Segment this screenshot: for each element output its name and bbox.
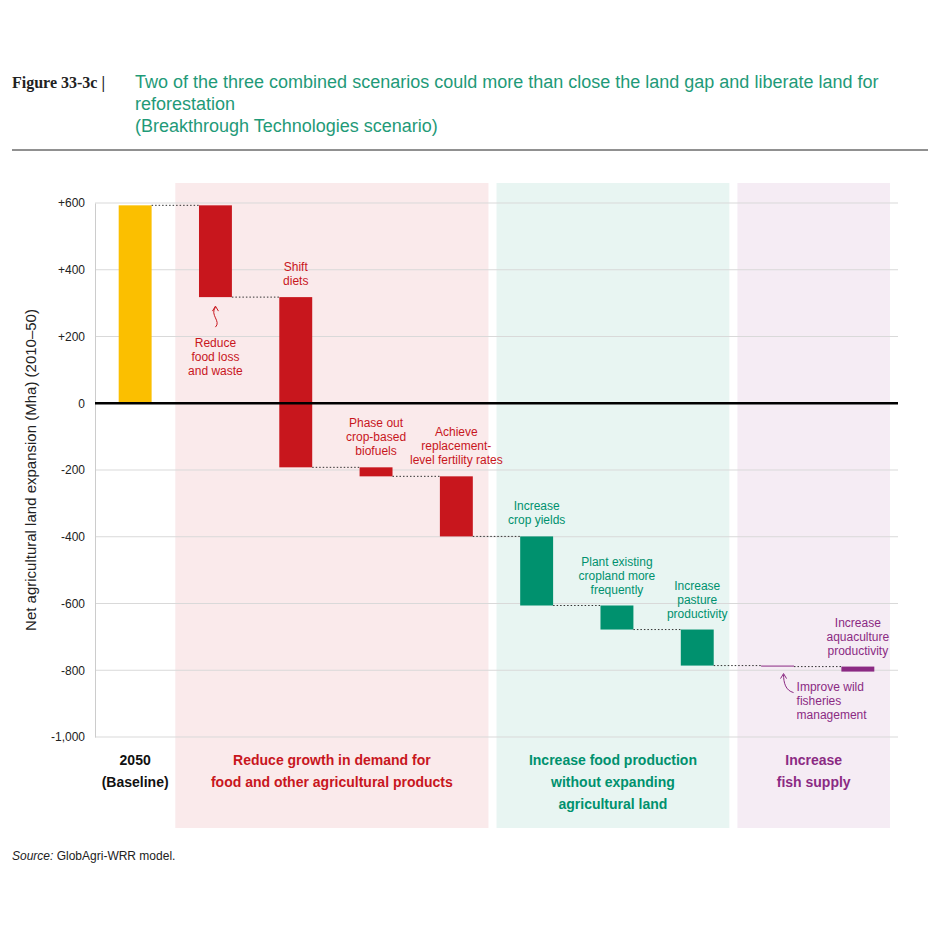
grid	[95, 203, 898, 737]
y-tick-label: -600	[61, 597, 85, 611]
bar	[279, 297, 312, 467]
grid-line	[95, 470, 898, 471]
y-tick: -600	[61, 597, 95, 611]
connector	[633, 629, 680, 630]
y-tick: +400	[58, 263, 95, 277]
bar	[600, 606, 633, 630]
chart: Figure 33-3c | Two of the three combined …	[0, 0, 928, 928]
y-tick-label: -200	[61, 463, 85, 477]
y-tick: -400	[61, 530, 95, 544]
grid-line	[95, 536, 898, 537]
bar	[440, 476, 473, 536]
grid-line	[95, 403, 898, 404]
connector	[232, 297, 279, 298]
grid-line	[95, 603, 898, 604]
y-tick: -800	[61, 664, 95, 678]
y-axis-line	[95, 204, 96, 738]
grid-line	[95, 670, 898, 671]
connector	[152, 205, 199, 206]
y-tick-label: +600	[58, 196, 85, 210]
grid-line	[95, 203, 898, 204]
connector	[312, 467, 359, 468]
annotation-arrow	[214, 307, 217, 327]
connector	[794, 666, 841, 667]
source: Source: GlobAgri-WRR model.	[12, 849, 175, 863]
category-labels: 2050(Baseline) Reducefood lossand waste Sh…	[102, 260, 890, 790]
connector	[553, 605, 600, 606]
step-label: Achievereplacement-level fertility rates	[410, 425, 503, 467]
y-tick: -200	[61, 463, 95, 477]
figure-label: Figure 33-3c |	[12, 74, 105, 92]
y-tick-label: -800	[61, 664, 85, 678]
step-label: Increaseaquacultureproductivity	[826, 616, 889, 658]
title: Two of the three combined scenarios coul…	[135, 72, 878, 114]
y-tick: 0	[78, 397, 95, 411]
annotation-arrowhead	[781, 674, 787, 679]
group-panel	[737, 183, 890, 828]
bars	[119, 205, 875, 671]
group-panel	[497, 183, 730, 828]
step-label: Phase outcrop-basedbiofuels	[346, 416, 406, 458]
y-axis: +600 +400 +200 0 -200 -400 -600 -800 -1,000	[51, 196, 96, 744]
y-tick-label: -1,000	[51, 730, 85, 744]
step-label: Reducefood lossand waste	[188, 336, 243, 378]
step-label: Plant existingcropland morefrequently	[579, 555, 656, 597]
x-category-label: 2050(Baseline)	[102, 752, 169, 790]
annotation-arrow	[784, 675, 794, 693]
bar	[119, 205, 152, 403]
annotation-arrowhead	[212, 306, 218, 311]
y-tick-label: +400	[58, 263, 85, 277]
step-label: Increasecrop yields	[508, 499, 565, 527]
y-tick-label: +200	[58, 330, 85, 344]
group-label: Reduce growth in demand forfood and othe…	[211, 752, 453, 790]
bar	[681, 630, 714, 666]
bar	[360, 467, 393, 476]
y-tick-label: 0	[78, 397, 85, 411]
bar	[199, 205, 232, 297]
connector	[714, 665, 761, 666]
y-tick: -1,000	[51, 730, 95, 744]
bar	[841, 667, 874, 672]
y-axis-title: Net agricultural land expansion (Mha) (2…	[22, 309, 39, 631]
group-label: Increasefish supply	[777, 752, 851, 790]
step-label: Improve wildfisheriesmanagement	[797, 680, 868, 722]
group-panel	[175, 183, 488, 828]
grid-line	[95, 737, 898, 738]
zero-line	[95, 402, 898, 405]
title-rule	[12, 150, 928, 151]
group-panels: Reduce growth in demand forfood and othe…	[175, 183, 890, 828]
step-label: Increasepastureproductivity	[667, 579, 728, 621]
subtitle: (Breakthrough Technologies scenario)	[135, 116, 438, 136]
step-label: Shiftdiets	[283, 260, 308, 288]
bar	[520, 536, 553, 605]
y-tick: +200	[58, 330, 95, 344]
y-tick-label: -400	[61, 530, 85, 544]
bar	[761, 666, 794, 667]
group-label: Increase food productionwithout expandin…	[529, 752, 697, 812]
connector	[473, 536, 520, 537]
connector	[393, 476, 440, 477]
y-tick: +600	[58, 196, 95, 210]
